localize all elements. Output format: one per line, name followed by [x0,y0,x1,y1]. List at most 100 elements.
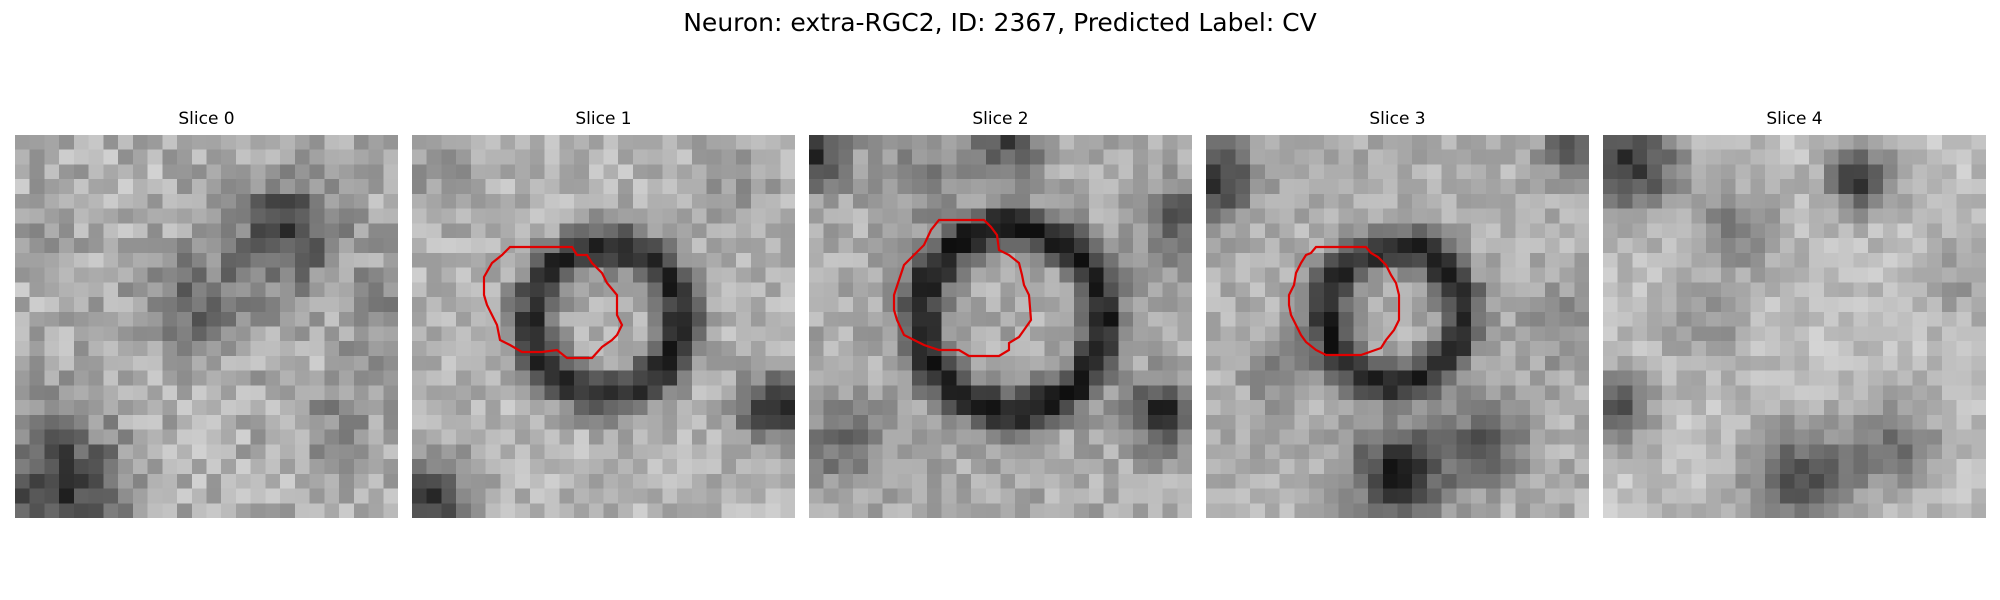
pixel [1868,444,1884,460]
pixel [412,355,428,372]
pixel [1765,400,1781,416]
pixel [1500,400,1516,416]
pixel [1456,503,1472,518]
pixel [294,164,311,180]
slice-image-2 [809,135,1192,518]
pixel [1088,267,1105,283]
pixel [780,488,795,504]
pixel [882,297,898,313]
pixel [1000,459,1016,475]
pixel [1779,488,1796,504]
pixel [677,208,693,224]
pixel [1750,385,1766,401]
pixel [1323,414,1340,431]
pixel [750,459,767,475]
pixel [1515,326,1531,342]
pixel [1574,429,1589,445]
pixel [1750,326,1766,342]
pixel [1574,341,1589,357]
pixel [368,355,384,372]
pixel [515,459,531,475]
pixel [1603,355,1619,372]
pixel [103,326,119,342]
pixel [1750,311,1766,328]
pixel [280,341,296,357]
pixel [1515,414,1531,431]
pixel [882,429,898,445]
pixel [1838,473,1855,490]
pixel [1809,282,1825,298]
pixel [1353,429,1369,445]
pixel [1603,297,1619,313]
pixel [1559,488,1575,504]
pixel [1368,238,1384,254]
pixel [1147,164,1164,180]
pixel [206,193,222,210]
pixel [1000,503,1016,518]
pixel [1544,385,1561,401]
pixel [339,149,355,166]
pixel [59,193,75,210]
pixel [1691,282,1707,298]
pixel [1779,282,1796,298]
pixel [1676,297,1692,313]
pixel [1603,459,1619,475]
pixel [339,488,355,504]
pixel [1838,414,1855,431]
pixel [1250,282,1266,298]
pixel [1353,267,1369,283]
pixel [809,444,825,460]
pixel [867,193,884,210]
pixel [823,488,840,504]
pixel [1897,444,1913,460]
pixel [926,135,943,151]
pixel [1941,355,1958,372]
pixel [574,193,590,210]
pixel [1515,238,1531,254]
pixel [1882,400,1899,416]
pixel [662,193,678,210]
pixel [412,311,428,328]
pixel [1809,444,1825,460]
pixel [1279,223,1295,239]
pixel [441,252,457,269]
pixel [103,459,119,475]
pixel [677,414,693,431]
pixel [1264,282,1281,298]
pixel [985,370,1002,387]
pixel [1147,414,1164,431]
pixel [677,503,693,518]
pixel [1220,429,1237,445]
pixel [588,326,605,342]
pixel [529,252,546,269]
pixel [1971,429,1986,445]
pixel [1559,400,1575,416]
pixel [339,238,355,254]
pixel [1941,444,1958,460]
pixel [1103,488,1119,504]
pixel [73,326,90,342]
pixel [1353,473,1369,490]
pixel [1029,473,1046,490]
pixel [1853,297,1869,313]
pixel [1927,459,1943,475]
pixel [324,149,340,166]
pixel [867,503,884,518]
pixel [103,385,119,401]
pixel [1059,208,1075,224]
pixel [1676,370,1692,387]
pixel [1368,252,1384,269]
pixel [1029,429,1046,445]
pixel [162,179,178,195]
pixel [500,223,516,239]
pixel [1971,326,1986,342]
pixel [456,414,472,431]
pixel [1000,193,1016,210]
pixel [1397,355,1413,372]
pixel [1029,252,1046,269]
pixel [15,193,31,210]
pixel [1765,488,1781,504]
pixel [15,311,31,328]
pixel [426,459,443,475]
pixel [1485,223,1502,239]
